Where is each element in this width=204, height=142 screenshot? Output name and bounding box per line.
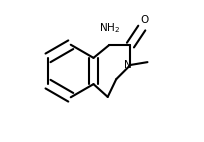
- Text: N: N: [124, 60, 132, 70]
- Text: O: O: [141, 15, 149, 25]
- Text: NH$_2$: NH$_2$: [99, 21, 120, 35]
